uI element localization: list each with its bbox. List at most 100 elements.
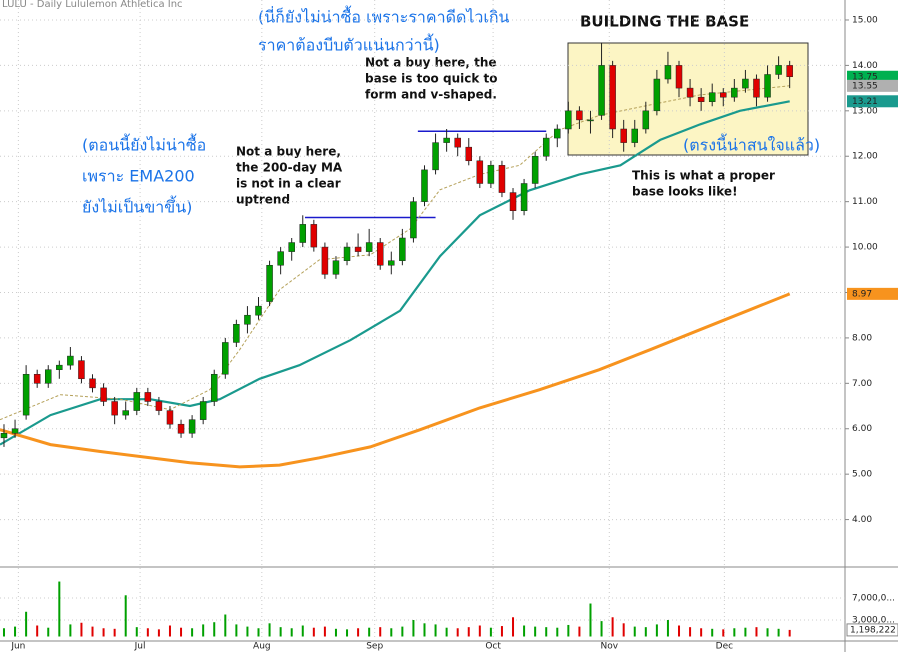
candle-body — [144, 392, 152, 402]
candle-body — [598, 65, 605, 116]
candle-body — [354, 246, 362, 252]
volume-bar — [456, 628, 459, 637]
candle-body — [44, 369, 52, 384]
volume-bar — [589, 603, 592, 637]
volume-bar — [478, 625, 481, 637]
candle-body — [498, 165, 506, 193]
volume-bar — [135, 627, 138, 637]
y-tick-label: 7,000,0... — [852, 594, 895, 604]
candle-body — [454, 137, 461, 148]
volume-bar — [312, 627, 315, 637]
volume-bar — [766, 628, 769, 637]
volume-bar — [666, 620, 669, 637]
volume-bar — [25, 611, 28, 637]
candle-body — [720, 92, 727, 98]
candle-body — [33, 373, 41, 384]
volume-tag — [846, 623, 898, 637]
candle-body — [631, 128, 638, 143]
volume-bar — [500, 626, 503, 637]
candle-body — [675, 65, 683, 89]
volume-bar — [655, 624, 658, 637]
y-tick-label: 3,000,0... — [852, 616, 895, 626]
annotation: the 200-day MA — [236, 161, 343, 175]
candle-body — [554, 128, 561, 139]
volume-bar — [168, 625, 171, 637]
annotation: form and v-shaped. — [365, 88, 497, 102]
volume-bar — [357, 628, 360, 637]
candle-body — [210, 373, 218, 402]
y-tick-label: 12.00 — [852, 152, 878, 162]
candle-body — [155, 401, 163, 411]
candle-body — [0, 433, 8, 439]
candle-body — [620, 128, 627, 143]
volume-bar — [146, 628, 149, 637]
volume-bar — [180, 627, 183, 637]
volume-bar — [36, 625, 39, 637]
volume-bar — [467, 627, 470, 637]
volume-bar — [279, 627, 282, 637]
y-tick-label: 6.00 — [852, 424, 872, 434]
y-tick-label: 8.00 — [852, 333, 872, 343]
volume-bar — [246, 626, 249, 637]
volume-bar — [257, 628, 260, 637]
volume-bar — [69, 624, 72, 637]
volume-bar — [633, 626, 636, 637]
candle-body — [222, 342, 229, 375]
candle-body — [697, 96, 705, 102]
volume-bar — [545, 627, 548, 637]
candle-body — [288, 242, 295, 252]
candle-body — [299, 224, 307, 243]
candle-body — [753, 78, 760, 98]
candle-body — [133, 392, 141, 411]
volume-bar — [412, 620, 415, 637]
candle-body — [642, 110, 650, 130]
annotation: is not in a clear — [236, 177, 341, 191]
x-tick-label: Jul — [134, 642, 146, 652]
candle-body — [764, 74, 771, 98]
y-tick-label: 7.00 — [852, 379, 872, 389]
volume-bar — [534, 626, 537, 637]
volume-bar — [379, 627, 382, 637]
candle-body — [410, 201, 417, 239]
candle-body — [509, 192, 517, 211]
candle-body — [587, 119, 594, 122]
candle-body — [664, 65, 672, 80]
candle-body — [432, 142, 439, 171]
candle-body — [542, 137, 550, 157]
candle-body — [89, 378, 96, 389]
volume-bar — [556, 627, 559, 637]
volume-bar — [434, 624, 437, 637]
candle-body — [266, 264, 273, 302]
candle-body — [609, 65, 616, 130]
candle-body — [11, 428, 19, 434]
volume-bar — [777, 628, 780, 637]
x-tick-label: Nov — [601, 642, 619, 652]
annotation: base is too quick to — [365, 72, 497, 86]
x-tick-label: Aug — [253, 642, 271, 652]
volume-bar — [700, 628, 703, 637]
volume-bar — [124, 595, 127, 637]
volume-bar — [390, 628, 393, 637]
volume-bar — [644, 627, 647, 637]
volume-bar — [91, 626, 94, 637]
x-tick-label: Dec — [716, 642, 733, 652]
volume-bar — [113, 628, 116, 637]
price-tag-label: 8.97 — [852, 289, 872, 299]
candle-body — [100, 387, 107, 402]
candle-body — [111, 401, 118, 416]
candle-body — [388, 260, 395, 266]
volume-bar — [157, 629, 160, 637]
candle-body — [487, 165, 495, 184]
y-tick-label: 10.00 — [852, 243, 878, 253]
volume-bar — [102, 628, 105, 637]
volume-bar — [744, 627, 747, 637]
candle-body — [686, 87, 694, 98]
candle-body — [653, 78, 661, 112]
volume-bar — [323, 626, 326, 637]
annotation: เพราะ EMA200 — [82, 167, 195, 186]
candle-body — [67, 355, 74, 366]
box-title: BUILDING THE BASE — [580, 13, 749, 31]
volume-bar — [202, 624, 205, 637]
candle-body — [310, 224, 318, 248]
price-tag — [847, 79, 898, 92]
